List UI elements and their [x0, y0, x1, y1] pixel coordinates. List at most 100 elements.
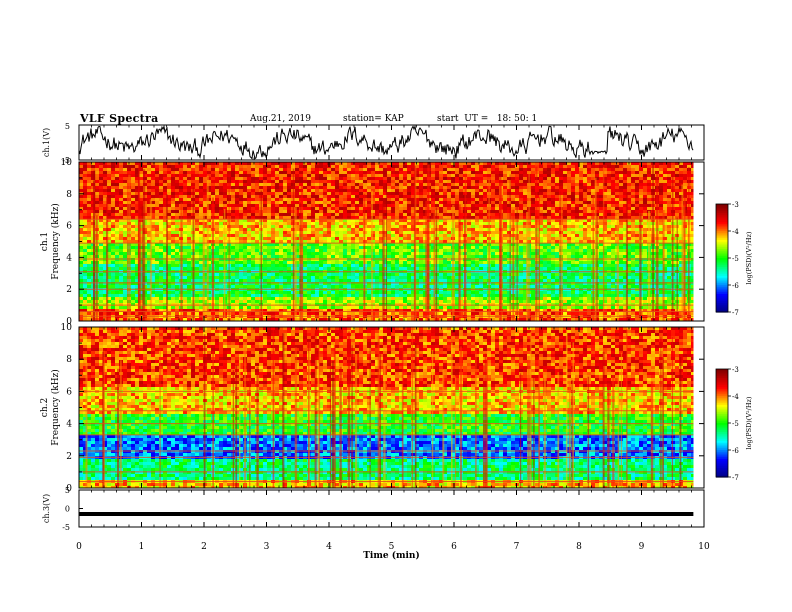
ch1-ytick-label: 5: [65, 122, 70, 131]
spectrogram-streak: [120, 360, 122, 488]
spectrogram-streak: [127, 179, 129, 321]
spectrogram-streak: [458, 204, 461, 321]
ch3-ytick-label: 5: [65, 486, 70, 495]
colorbar-segment: [716, 408, 728, 411]
ch1-spectrogram-panel: 0 2 4 6 8 10 ch.1 Frequency (kHz) -3 -4 -5 -6 -7 log(…: [40, 158, 753, 327]
spectrogram-streak: [333, 345, 336, 488]
xtick-label: 7: [514, 542, 520, 552]
spectrogram-streak: [371, 190, 373, 321]
colorbar-segment: [716, 207, 728, 210]
spectrogram-streak: [85, 362, 88, 488]
spectrogram-streak: [143, 169, 146, 321]
spectrogram-streak: [93, 170, 96, 321]
colorbar-segment: [716, 432, 728, 435]
spectrogram-streak: [454, 376, 457, 488]
spectrogram-streak: [488, 179, 490, 321]
spectrogram-streak: [527, 355, 530, 488]
colorbar-segment: [716, 299, 728, 302]
ytick-label: 10: [61, 158, 73, 168]
colorbar-segment: [716, 259, 728, 263]
colorbar-tick-label: -6: [732, 447, 739, 455]
spectrogram-streak: [660, 336, 662, 488]
colorbar-segment: [716, 444, 728, 447]
colorbar-label: log(PSD)(V²/Hz): [745, 231, 753, 284]
spectrogram-streak: [414, 343, 417, 488]
spectrogram-streak: [425, 200, 428, 321]
colorbar-segment: [716, 295, 728, 299]
spectrogram-streak: [137, 178, 140, 321]
spectrogram-streak: [385, 183, 387, 321]
colorbar-segment: [716, 410, 728, 413]
spectrogram-streak: [212, 351, 214, 488]
spectrogram-streak: [639, 213, 642, 321]
xtick-label: 5: [389, 542, 395, 552]
colorbar-segment: [716, 471, 728, 474]
colorbar-segment: [716, 387, 728, 390]
spectrogram-streak: [528, 172, 530, 321]
colorbar-segment: [716, 285, 728, 288]
colorbar-segment: [716, 229, 728, 232]
colorbar-segment: [716, 442, 728, 446]
colorbar-segment: [716, 397, 728, 401]
spectrogram-streak: [294, 347, 298, 488]
spectrogram-streak: [379, 354, 381, 488]
colorbar-tick-label: -7: [732, 309, 739, 317]
colorbar-segment: [716, 218, 728, 221]
colorbar-segment: [716, 466, 728, 469]
colorbar-segment: [716, 475, 728, 478]
colorbar-segment: [716, 399, 728, 402]
colorbar-segment: [716, 232, 728, 236]
colorbar-segment: [716, 225, 728, 228]
xtick-label: 6: [451, 542, 457, 552]
ch1-spectrogram-ylabel-channel: ch.1: [40, 232, 50, 251]
spectrogram-streak: [166, 194, 168, 321]
spectrogram-streak: [662, 357, 664, 488]
spectrogram-streak: [411, 327, 414, 488]
colorbar-segment: [716, 279, 728, 282]
spectrogram-streak: [206, 175, 209, 321]
spectrogram-streak: [128, 174, 131, 321]
colorbar-segment: [716, 439, 728, 442]
spectrogram-streak: [300, 185, 304, 321]
colorbar-segment: [716, 227, 728, 230]
colorbar-segment: [716, 267, 728, 270]
spectrogram-streak: [141, 205, 144, 321]
spectrogram-streak: [559, 191, 561, 321]
colorbar-segment: [716, 234, 728, 237]
colorbar-segment: [716, 310, 728, 313]
colorbar-tick-label: -6: [732, 282, 739, 290]
spectrogram-streak: [671, 175, 674, 321]
ch1-spectrogram-ylabel-frequency: Frequency (kHz): [50, 203, 61, 280]
spectrogram-streak: [516, 206, 518, 321]
spectrogram-streak: [594, 177, 597, 321]
spectrogram-streak: [662, 210, 665, 321]
colorbar-segment: [716, 301, 728, 304]
colorbar-segment: [716, 238, 728, 241]
spectrogram-streak: [592, 195, 594, 321]
xtick-label: 1: [139, 542, 145, 552]
spectrogram-streak: [232, 370, 235, 488]
spectrogram-streak: [382, 202, 385, 321]
colorbar-tick-label: -3: [732, 366, 739, 374]
spectrogram-streak: [292, 168, 295, 321]
spectrogram-streak: [464, 193, 466, 321]
colorbar-segment: [716, 426, 728, 429]
spectrogram-streak: [509, 174, 511, 321]
spectrogram-streak: [671, 337, 673, 488]
spectrogram-streak: [501, 209, 503, 321]
colorbar-segment: [716, 205, 728, 209]
spectrogram-streak: [260, 190, 262, 321]
colorbar-segment: [716, 261, 728, 264]
colorbar-segment: [716, 457, 728, 460]
spectrogram-streak: [401, 347, 404, 488]
colorbar-tick-label: -4: [732, 393, 739, 401]
spectrogram-streak: [520, 373, 522, 488]
spectrogram-streak: [239, 355, 241, 488]
colorbar-segment: [716, 290, 728, 293]
spectrogram-streak: [317, 363, 320, 488]
ytick-label: 6: [66, 387, 72, 397]
spectrogram-streak: [351, 345, 353, 488]
spectrogram-streak: [223, 209, 226, 321]
spectrogram-streak: [533, 376, 535, 488]
